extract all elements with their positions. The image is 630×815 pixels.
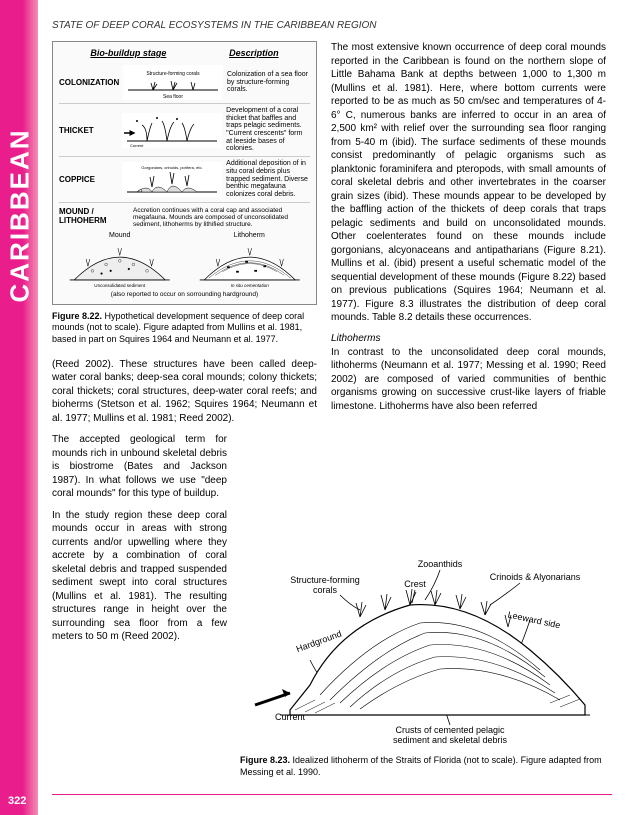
stage-label: MOUND / LITHOHERM — [59, 207, 129, 225]
stage-label: COLONIZATION — [59, 78, 119, 87]
svg-text:Gorgonians, crinoids, porifera: Gorgonians, crinoids, porifera, etc. — [142, 165, 203, 170]
stage-desc: Development of a coral thicket that baff… — [226, 107, 310, 153]
stage-desc: Additional deposition of in situ coral d… — [226, 160, 310, 198]
stage-mound: MOUND / LITHOHERM Accretion continues wi… — [59, 203, 310, 298]
svg-text:sediment and skeletal debris: sediment and skeletal debris — [393, 735, 508, 745]
svg-text:Unconsolidated sediment: Unconsolidated sediment — [94, 283, 146, 288]
stage-diagram: Current — [122, 113, 222, 148]
body-paragraph-1: (Reed 2002). These structures have been … — [52, 358, 317, 426]
lithoherm-illustration: Zooanthids Structure-forming corals Cres… — [240, 555, 602, 750]
fig22-header-right: Description — [229, 48, 279, 58]
mound-label: Mound — [59, 232, 181, 239]
svg-text:In situ cementation: In situ cementation — [230, 283, 269, 288]
lithoherm-diagram: Lithoherm In situ cementation — [189, 232, 311, 291]
label-crinoids: Crinoids & Alyonarians — [490, 572, 581, 582]
svg-text:Current: Current — [130, 143, 144, 148]
label-crusts: Crusts of cemented pelagic — [395, 725, 505, 735]
fig22-header-left: Bio-buildup stage — [90, 48, 166, 58]
stage-colonization: COLONIZATION Structure-forming corals Se… — [59, 62, 310, 104]
svg-text:Structure-forming corals: Structure-forming corals — [146, 71, 200, 77]
stage-diagram: Gorgonians, crinoids, porifera, etc. — [122, 162, 222, 197]
page-header-title: STATE OF DEEP CORAL ECOSYSTEMS IN THE CA… — [52, 20, 612, 31]
sidebar: CARIBBEAN 322 — [0, 0, 38, 815]
body-paragraph-r2: In contrast to the unconsolidated deep c… — [331, 346, 606, 414]
stage-coppice: COPPICE Gorgonians, crinoids, porifera, … — [59, 157, 310, 202]
caption-text: Idealized lithoherm of the Straits of Fl… — [240, 755, 602, 777]
mound-note: (also reported to occur on sorrounding h… — [59, 291, 310, 298]
stage-thicket: THICKET Current Development of a coral t… — [59, 104, 310, 157]
label-crest: Crest — [404, 579, 426, 589]
stage-desc: Colonization of a sea floor by structure… — [227, 71, 310, 94]
body-paragraph-r1: The most extensive known occurrence of d… — [331, 41, 606, 325]
lithoherms-subheading: Lithoherms — [331, 333, 606, 344]
body-paragraph-2: The accepted geological term for mounds … — [52, 433, 227, 501]
stage-label: THICKET — [59, 126, 118, 135]
stage-mini-desc: Accretion continues with a coral cap and… — [133, 207, 310, 228]
figure-8-22: Bio-buildup stage Description COLONIZATI… — [52, 41, 317, 305]
figure-8-23: Zooanthids Structure-forming corals Cres… — [240, 555, 602, 790]
label-corals: Structure-forming — [290, 575, 360, 585]
page-number: 322 — [8, 795, 26, 807]
stage-diagram: Structure-forming corals Sea floor — [123, 65, 223, 100]
caption-number: Figure 8.22. — [52, 311, 102, 321]
svg-text:corals: corals — [313, 585, 338, 595]
mound-diagram: Mound Unconsolidated sediment — [59, 232, 181, 291]
figure-8-23-caption: Figure 8.23. Idealized lithoherm of the … — [240, 755, 602, 778]
body-paragraph-3: In the study region these deep coral mou… — [52, 509, 227, 644]
stage-label: COPPICE — [59, 175, 118, 184]
lithoherm-label: Lithoherm — [189, 232, 311, 239]
label-zooanthids: Zooanthids — [418, 559, 463, 569]
label-leeward: Leeward side — [507, 609, 561, 630]
svg-text:Sea floor: Sea floor — [163, 94, 183, 100]
caption-number: Figure 8.23. — [240, 755, 290, 765]
figure-8-22-caption: Figure 8.22. Hypothetical development se… — [52, 311, 317, 346]
footer-rule — [52, 794, 612, 795]
sidebar-region-label: CARIBBEAN — [5, 126, 36, 306]
